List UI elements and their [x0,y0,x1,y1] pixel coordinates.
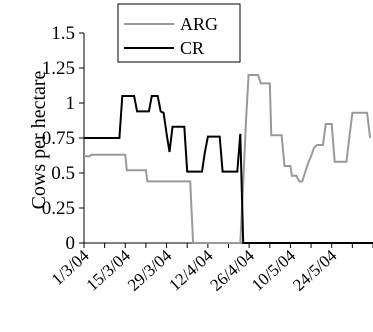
x-axis: 1/3/0415/3/0429/3/0412/4/0426/4/0410/5/0… [48,242,373,295]
legend-label-arg: ARG [180,14,218,34]
series-line-arg [84,74,372,244]
y-tick-label: 1 [66,93,76,114]
x-tick-label: 26/4/04 [206,246,258,295]
legend-box [117,3,241,63]
y-tick-label: 1.25 [42,58,75,79]
x-tick-label: 12/4/04 [165,246,217,295]
y-tick-label: 0.75 [42,128,75,149]
x-tick-label: 29/3/04 [124,246,176,295]
x-tick-label: 24/5/04 [289,246,341,295]
y-tick-label: 1.5 [51,23,75,44]
legend: ARG CR [117,3,241,63]
series-line-cr [84,95,373,244]
legend-label-cr: CR [180,38,204,58]
y-tick-label: 0 [66,233,76,254]
y-tick-label: 0.5 [51,163,75,184]
x-tick-label: 15/3/04 [83,246,135,295]
y-axis-title: Cows per hectare [28,70,50,209]
y-tick-label: 0.25 [42,198,75,219]
series-layer [84,74,373,244]
x-tick-label: 10/5/04 [248,246,300,295]
y-axis: 0 0.25 0.5 0.75 1 1.25 1.5 [42,23,85,254]
